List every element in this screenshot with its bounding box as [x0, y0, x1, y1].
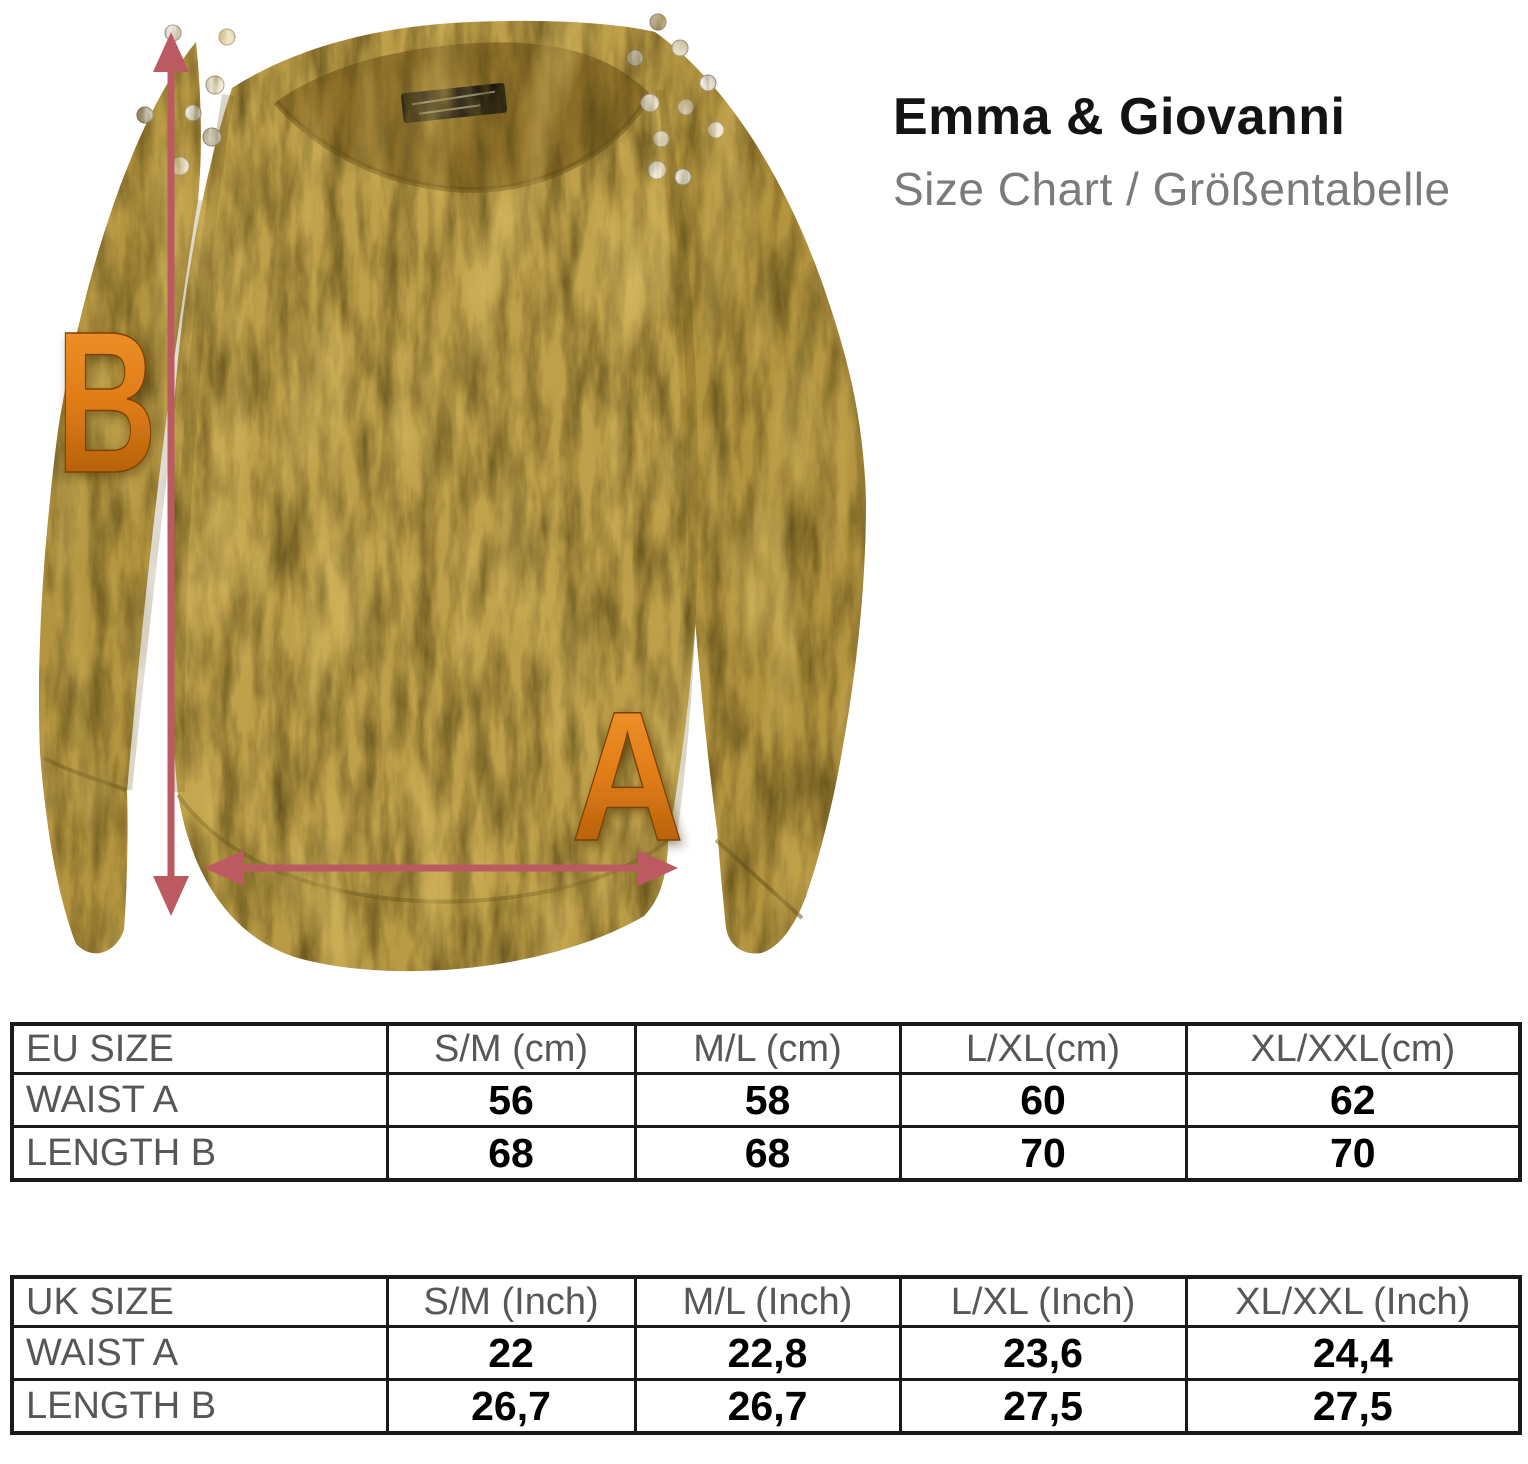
eu-waist-sm: 56 — [385, 1072, 637, 1128]
uk-size-table: UK SIZE S/M (Inch) M/L (Inch) L/XL (Inch… — [10, 1275, 1522, 1435]
eu-col-lxl: L/XL(cm) — [898, 1022, 1188, 1075]
brand-subtitle: Size Chart / Größentabelle — [893, 162, 1451, 215]
eu-length-ml: 68 — [633, 1125, 902, 1182]
eu-length-label: LENGTH B — [10, 1125, 389, 1182]
eu-length-xlxxl: 70 — [1184, 1125, 1522, 1182]
uk-waist-label: WAIST A — [10, 1325, 389, 1381]
eu-col-ml: M/L (cm) — [633, 1022, 902, 1075]
eu-size-table: EU SIZE S/M (cm) M/L (cm) L/XL(cm) XL/XX… — [10, 1022, 1522, 1182]
sweater-photo-illustration: B A — [38, 13, 866, 972]
uk-length-ml: 26,7 — [633, 1378, 902, 1435]
pearl-beads-right-shoulder — [626, 13, 725, 186]
brand-title: Emma & Giovanni — [893, 88, 1346, 146]
uk-length-lxl: 27,5 — [898, 1378, 1188, 1435]
uk-header-row: UK SIZE S/M (Inch) M/L (Inch) L/XL (Inch… — [10, 1275, 1522, 1328]
uk-col-lxl: L/XL (Inch) — [898, 1275, 1188, 1328]
uk-length-sm: 26,7 — [385, 1378, 637, 1435]
uk-length-xlxxl: 27,5 — [1184, 1378, 1522, 1435]
uk-waist-ml: 22,8 — [633, 1325, 902, 1381]
uk-length-label: LENGTH B — [10, 1378, 389, 1435]
measure-letter-a: A — [571, 674, 684, 880]
uk-length-row: LENGTH B 26,7 26,7 27,5 27,5 — [10, 1378, 1522, 1435]
sweater-garment — [38, 13, 866, 972]
eu-length-row: LENGTH B 68 68 70 70 — [10, 1125, 1522, 1182]
product-hero: B A Emma & Giovanni Size Chart / Größent… — [38, 13, 1513, 972]
sweater-left-sleeve — [38, 42, 201, 954]
brand-block: Emma & Giovanni Size Chart / Größentabel… — [893, 88, 1513, 217]
sweater-hem-band — [178, 795, 668, 972]
eu-waist-lxl: 60 — [898, 1072, 1188, 1128]
eu-waist-ml: 58 — [633, 1072, 902, 1128]
sweater-right-sleeve — [655, 32, 866, 954]
eu-length-sm: 68 — [385, 1125, 637, 1182]
eu-waist-xlxxl: 62 — [1184, 1072, 1522, 1128]
waist-arrow-a — [204, 850, 678, 886]
eu-waist-row: WAIST A 56 58 60 62 — [10, 1072, 1522, 1128]
uk-col-ml: M/L (Inch) — [633, 1275, 902, 1328]
eu-header-row: EU SIZE S/M (cm) M/L (cm) L/XL(cm) XL/XX… — [10, 1022, 1522, 1075]
eu-size-header: EU SIZE — [10, 1022, 389, 1075]
uk-col-sm: S/M (Inch) — [385, 1275, 637, 1328]
length-arrow-b — [153, 32, 189, 916]
uk-waist-sm: 22 — [385, 1325, 637, 1381]
eu-waist-label: WAIST A — [10, 1072, 389, 1128]
pearl-beads-left-shoulder — [136, 24, 236, 176]
measure-letter-b: B — [56, 289, 157, 515]
collar-brand-label — [401, 82, 507, 124]
eu-col-sm: S/M (cm) — [385, 1022, 637, 1075]
sweater-body — [169, 20, 703, 902]
uk-waist-xlxxl: 24,4 — [1184, 1325, 1522, 1381]
uk-waist-lxl: 23,6 — [898, 1325, 1188, 1381]
uk-waist-row: WAIST A 22 22,8 23,6 24,4 — [10, 1325, 1522, 1381]
uk-col-xlxxl: XL/XXL (Inch) — [1184, 1275, 1522, 1328]
eu-col-xlxxl: XL/XXL(cm) — [1184, 1022, 1522, 1075]
uk-size-header: UK SIZE — [10, 1275, 389, 1328]
eu-length-lxl: 70 — [898, 1125, 1188, 1182]
